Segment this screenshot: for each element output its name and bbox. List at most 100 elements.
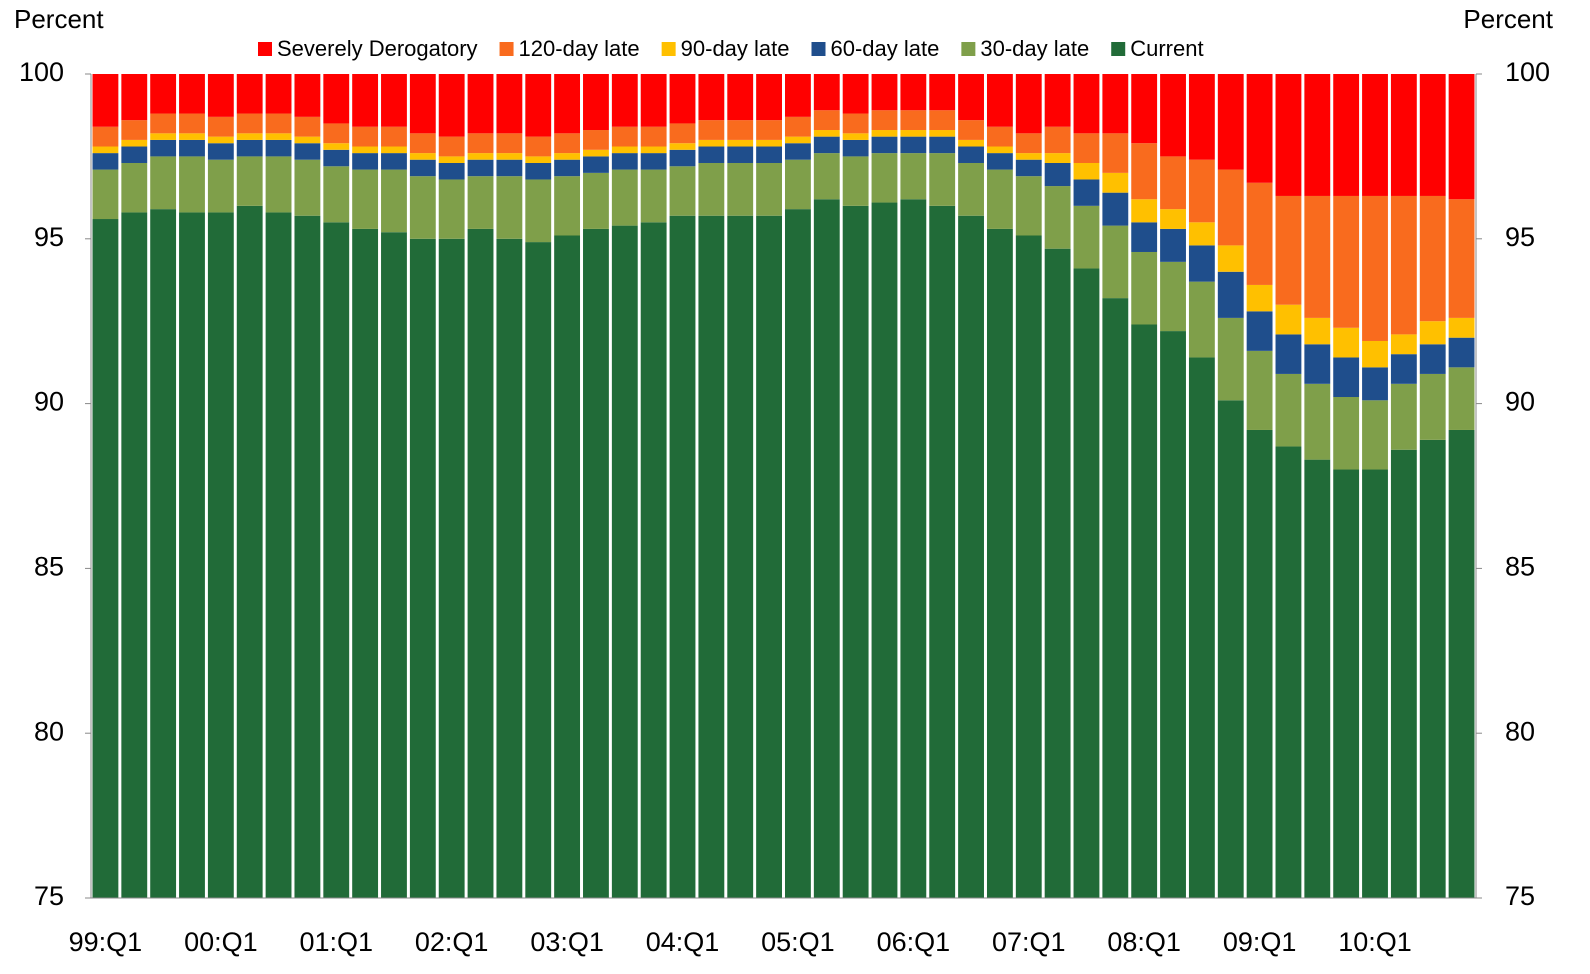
bar-segment — [1015, 176, 1042, 236]
legend-label: 30-day late — [980, 36, 1089, 61]
bar-segment — [352, 74, 379, 127]
legend-swatch — [1111, 42, 1126, 56]
bar-segment — [1275, 446, 1302, 898]
bar-segment — [381, 232, 407, 898]
bar-segment — [1217, 400, 1244, 898]
bar-segment — [1102, 192, 1129, 226]
bar-segment — [727, 120, 754, 140]
bar-segment — [986, 153, 1013, 170]
bar-segment — [1304, 195, 1331, 318]
bar-segment — [756, 162, 782, 216]
bar-segment — [294, 74, 321, 117]
bar-segment — [871, 110, 898, 131]
bar-segment — [583, 156, 609, 173]
x-tick-label: 05:Q1 — [761, 927, 835, 957]
bar-segment — [611, 169, 638, 226]
bar-segment — [323, 222, 350, 898]
bar-segment — [381, 169, 407, 233]
bar-segment — [785, 143, 811, 160]
bar-segment — [1333, 469, 1360, 898]
legend-swatch — [258, 42, 272, 56]
bar-segment — [1304, 344, 1331, 384]
bar-segment — [92, 74, 119, 127]
legend-label: 90-day late — [681, 36, 790, 61]
bar-segment — [207, 143, 234, 160]
bar-segment — [1390, 449, 1417, 898]
x-tick-label: 09:Q1 — [1223, 927, 1297, 957]
bar-segment — [1015, 133, 1042, 154]
bar-segment — [265, 156, 292, 213]
bar-segment — [842, 156, 869, 206]
bar-segment — [1015, 159, 1042, 177]
bar-segment — [1073, 179, 1100, 206]
bar-segment — [611, 74, 638, 127]
bar-segment — [179, 133, 205, 140]
bar-segment — [611, 146, 638, 154]
bar-segment — [1188, 159, 1215, 223]
bar-segment — [381, 74, 407, 127]
bar-segment — [1073, 205, 1100, 269]
bar-segment — [669, 149, 696, 167]
y-tick-label: 75 — [34, 881, 64, 911]
bar-segment — [785, 159, 811, 210]
bar-segment — [467, 176, 494, 229]
bar-segment — [900, 153, 927, 200]
bar-segment — [352, 126, 379, 147]
bar-segment — [1246, 74, 1273, 183]
legend-swatch — [661, 42, 676, 56]
legend-label: 60-day late — [831, 36, 940, 61]
bar-segment — [409, 133, 436, 154]
bar-segment — [236, 74, 263, 114]
bar-segment — [294, 116, 321, 137]
bar-segment — [554, 176, 581, 236]
bar-segment — [150, 74, 177, 114]
bar-segment — [1073, 74, 1100, 134]
bar-segment — [842, 74, 869, 114]
bar-segment — [1246, 311, 1273, 351]
bar-segment — [150, 113, 177, 134]
bar-segment — [986, 169, 1013, 229]
bar-segment — [958, 120, 984, 140]
bar-segment — [294, 136, 321, 144]
bar-segment — [150, 139, 177, 157]
y2-tick-label: 85 — [1505, 552, 1535, 582]
bar-segment — [121, 74, 148, 121]
bar-segment — [1275, 74, 1302, 196]
bar-segment — [1015, 153, 1042, 160]
bar-segment — [236, 133, 263, 140]
bar-segment — [207, 136, 234, 144]
bar-segment — [698, 162, 725, 216]
bar-segment — [669, 74, 696, 124]
bar-segment — [294, 143, 321, 160]
x-tick-label: 00:Q1 — [184, 927, 258, 957]
bar-segment — [438, 136, 465, 157]
bar-segment — [871, 153, 898, 203]
bar-segment — [1333, 74, 1360, 196]
bar-segment — [698, 146, 725, 163]
x-tick-label: 08:Q1 — [1107, 927, 1181, 957]
bar-segment — [1044, 153, 1071, 163]
bar-segment — [813, 153, 840, 200]
bar-segment — [900, 130, 927, 137]
bar-segment — [496, 238, 523, 899]
bar-segment — [727, 74, 754, 121]
bar-segment — [1217, 245, 1244, 272]
bar-segment — [1448, 317, 1475, 338]
x-tick-label: 10:Q1 — [1338, 927, 1412, 957]
bar-segment — [1390, 334, 1417, 355]
bar-segment — [1102, 225, 1129, 299]
bar-segment — [842, 205, 869, 899]
bar-segment — [1448, 199, 1475, 318]
bar-segment — [1044, 248, 1071, 899]
bar-segment — [1188, 222, 1215, 246]
bar-segment — [756, 215, 782, 898]
bar-segment — [900, 199, 927, 899]
bar-segment — [381, 153, 407, 170]
bar-segment — [352, 153, 379, 170]
x-tick-label: 07:Q1 — [992, 927, 1066, 957]
y2-axis-label: Percent — [1463, 4, 1553, 34]
legend-swatch — [961, 42, 976, 56]
bar-segment — [842, 139, 869, 157]
bar-segment — [756, 74, 782, 121]
bar-segment — [1419, 439, 1446, 898]
